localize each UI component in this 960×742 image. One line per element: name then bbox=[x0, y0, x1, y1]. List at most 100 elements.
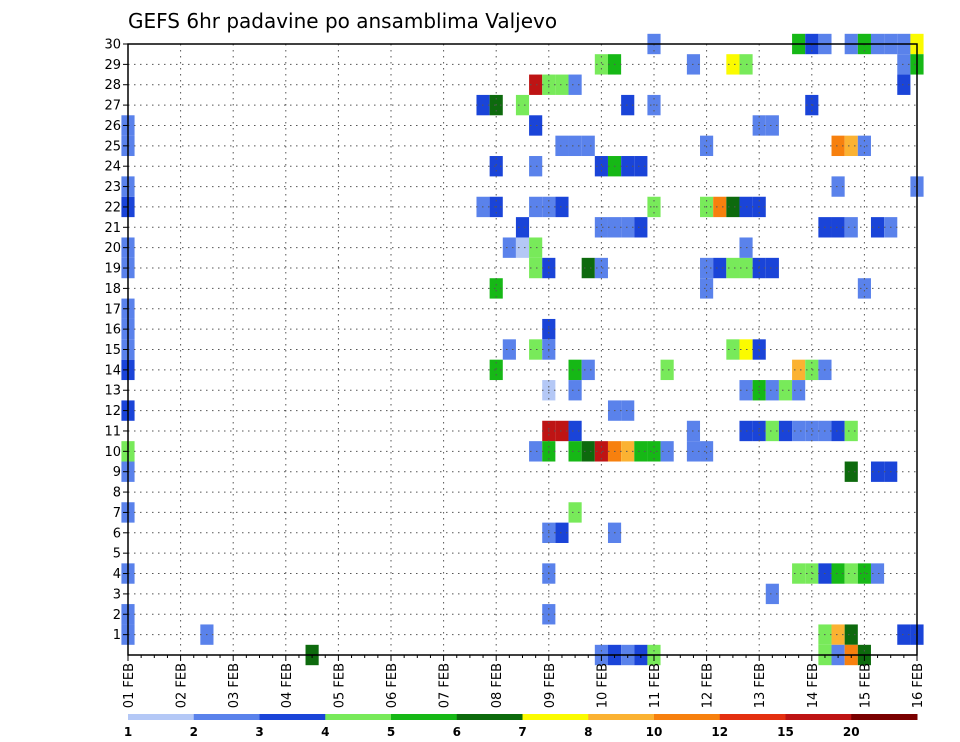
y-tick-label: 26 bbox=[104, 119, 121, 134]
cell-30 bbox=[515, 237, 530, 258]
y-tick-label: 5 bbox=[113, 547, 121, 562]
cell-158 bbox=[844, 461, 858, 482]
y-tick-label: 29 bbox=[104, 58, 121, 73]
cell-64 bbox=[581, 359, 595, 381]
cell-38 bbox=[529, 441, 543, 462]
cell-124 bbox=[765, 257, 779, 279]
cell-106 bbox=[726, 54, 740, 75]
chart-title: GEFS 6hr padavine po ansamblima Valjevo bbox=[128, 9, 557, 33]
cell-54 bbox=[555, 522, 569, 543]
cell-66 bbox=[594, 54, 608, 75]
cell-36 bbox=[529, 257, 543, 279]
cell-79 bbox=[621, 94, 635, 116]
y-tick-label: 25 bbox=[104, 139, 121, 154]
x-tick-label: 09 FEB bbox=[543, 663, 558, 708]
x-tick-label: 02 FEB bbox=[175, 663, 190, 708]
y-tick-label: 23 bbox=[104, 180, 121, 195]
cell-62 bbox=[581, 135, 595, 157]
cell-134 bbox=[792, 563, 806, 584]
x-tick-label: 06 FEB bbox=[385, 663, 400, 708]
legend-swatch-7 bbox=[588, 714, 655, 720]
cell-53 bbox=[555, 420, 569, 442]
cell-164 bbox=[857, 278, 871, 299]
y-tick-label: 21 bbox=[104, 221, 121, 236]
cell-147 bbox=[831, 176, 845, 197]
y-tick-label: 20 bbox=[104, 241, 121, 256]
legend-label-2: 3 bbox=[255, 725, 263, 739]
cell-67 bbox=[594, 156, 608, 177]
cell-58 bbox=[568, 380, 582, 401]
x-tick-label: 15 FEB bbox=[858, 663, 873, 708]
legend-swatch-2 bbox=[259, 714, 326, 720]
x-tick-label: 01 FEB bbox=[122, 663, 137, 708]
x-tick-label: 11 FEB bbox=[648, 663, 663, 708]
cell-31 bbox=[529, 74, 543, 95]
cell-29 bbox=[515, 94, 530, 116]
y-tick-label: 13 bbox=[104, 384, 121, 399]
y-tick-label: 8 bbox=[113, 486, 121, 501]
cell-61 bbox=[568, 502, 582, 523]
cell-137 bbox=[805, 359, 819, 381]
legend-label-4: 5 bbox=[387, 725, 395, 739]
cell-150 bbox=[831, 420, 845, 442]
x-tick-label: 05 FEB bbox=[332, 663, 347, 708]
cell-103 bbox=[700, 441, 714, 462]
cell-127 bbox=[765, 583, 779, 605]
cell-176 bbox=[897, 74, 911, 95]
cell-170 bbox=[870, 563, 885, 584]
cell-82 bbox=[621, 400, 635, 421]
color-legend: 1 2 3 4 5 6 7 8 10 12 15 20 bbox=[124, 714, 918, 739]
cell-102 bbox=[700, 278, 714, 299]
legend-label-11: 20 bbox=[843, 725, 860, 739]
legend-label-9: 12 bbox=[711, 725, 728, 739]
legend-label-8: 10 bbox=[646, 725, 663, 739]
legend-label-5: 6 bbox=[453, 725, 461, 739]
cell-55 bbox=[568, 74, 582, 95]
y-tick-label: 15 bbox=[104, 343, 121, 358]
legend-label-6: 7 bbox=[518, 725, 526, 739]
y-tick-label: 2 bbox=[113, 608, 121, 623]
cell-87 bbox=[634, 441, 648, 462]
cell-37 bbox=[529, 339, 543, 360]
cell-108 bbox=[726, 257, 740, 279]
cell-157 bbox=[844, 420, 858, 442]
cell-125 bbox=[765, 380, 779, 401]
cell-59 bbox=[568, 420, 582, 442]
cell-56 bbox=[568, 135, 582, 157]
cell-105 bbox=[713, 257, 727, 279]
cell-33 bbox=[529, 156, 543, 177]
y-tick-label: 24 bbox=[104, 160, 121, 175]
cell-52 bbox=[555, 196, 569, 218]
cell-92 bbox=[647, 441, 661, 462]
cell-28 bbox=[515, 217, 530, 238]
cell-68 bbox=[594, 217, 608, 238]
cell-63 bbox=[581, 257, 595, 279]
y-tick-label: 1 bbox=[113, 628, 121, 643]
x-tick-label: 13 FEB bbox=[753, 663, 768, 708]
y-tick-label: 30 bbox=[104, 38, 121, 53]
cell-175 bbox=[897, 54, 911, 75]
x-tick-label: 14 FEB bbox=[806, 663, 821, 708]
cell-80 bbox=[621, 156, 635, 177]
cell-155 bbox=[844, 135, 858, 157]
cell-70 bbox=[594, 441, 608, 462]
cell-101 bbox=[700, 257, 714, 279]
y-tick-label: 9 bbox=[113, 465, 121, 480]
y-tick-label: 10 bbox=[104, 445, 121, 460]
cell-152 bbox=[831, 624, 845, 645]
cell-24 bbox=[489, 278, 503, 299]
cell-25 bbox=[489, 359, 503, 381]
y-tick-label: 17 bbox=[104, 302, 121, 317]
y-tick-label: 18 bbox=[104, 282, 121, 297]
cell-149 bbox=[831, 217, 845, 238]
cell-99 bbox=[700, 135, 714, 157]
cell-123 bbox=[765, 115, 779, 136]
cell-165 bbox=[857, 563, 871, 584]
cell-126 bbox=[765, 420, 779, 442]
cell-109 bbox=[726, 339, 740, 360]
y-tick-label: 3 bbox=[113, 587, 121, 602]
cell-151 bbox=[831, 563, 845, 584]
cell-34 bbox=[529, 196, 543, 218]
cell-85 bbox=[634, 156, 648, 177]
